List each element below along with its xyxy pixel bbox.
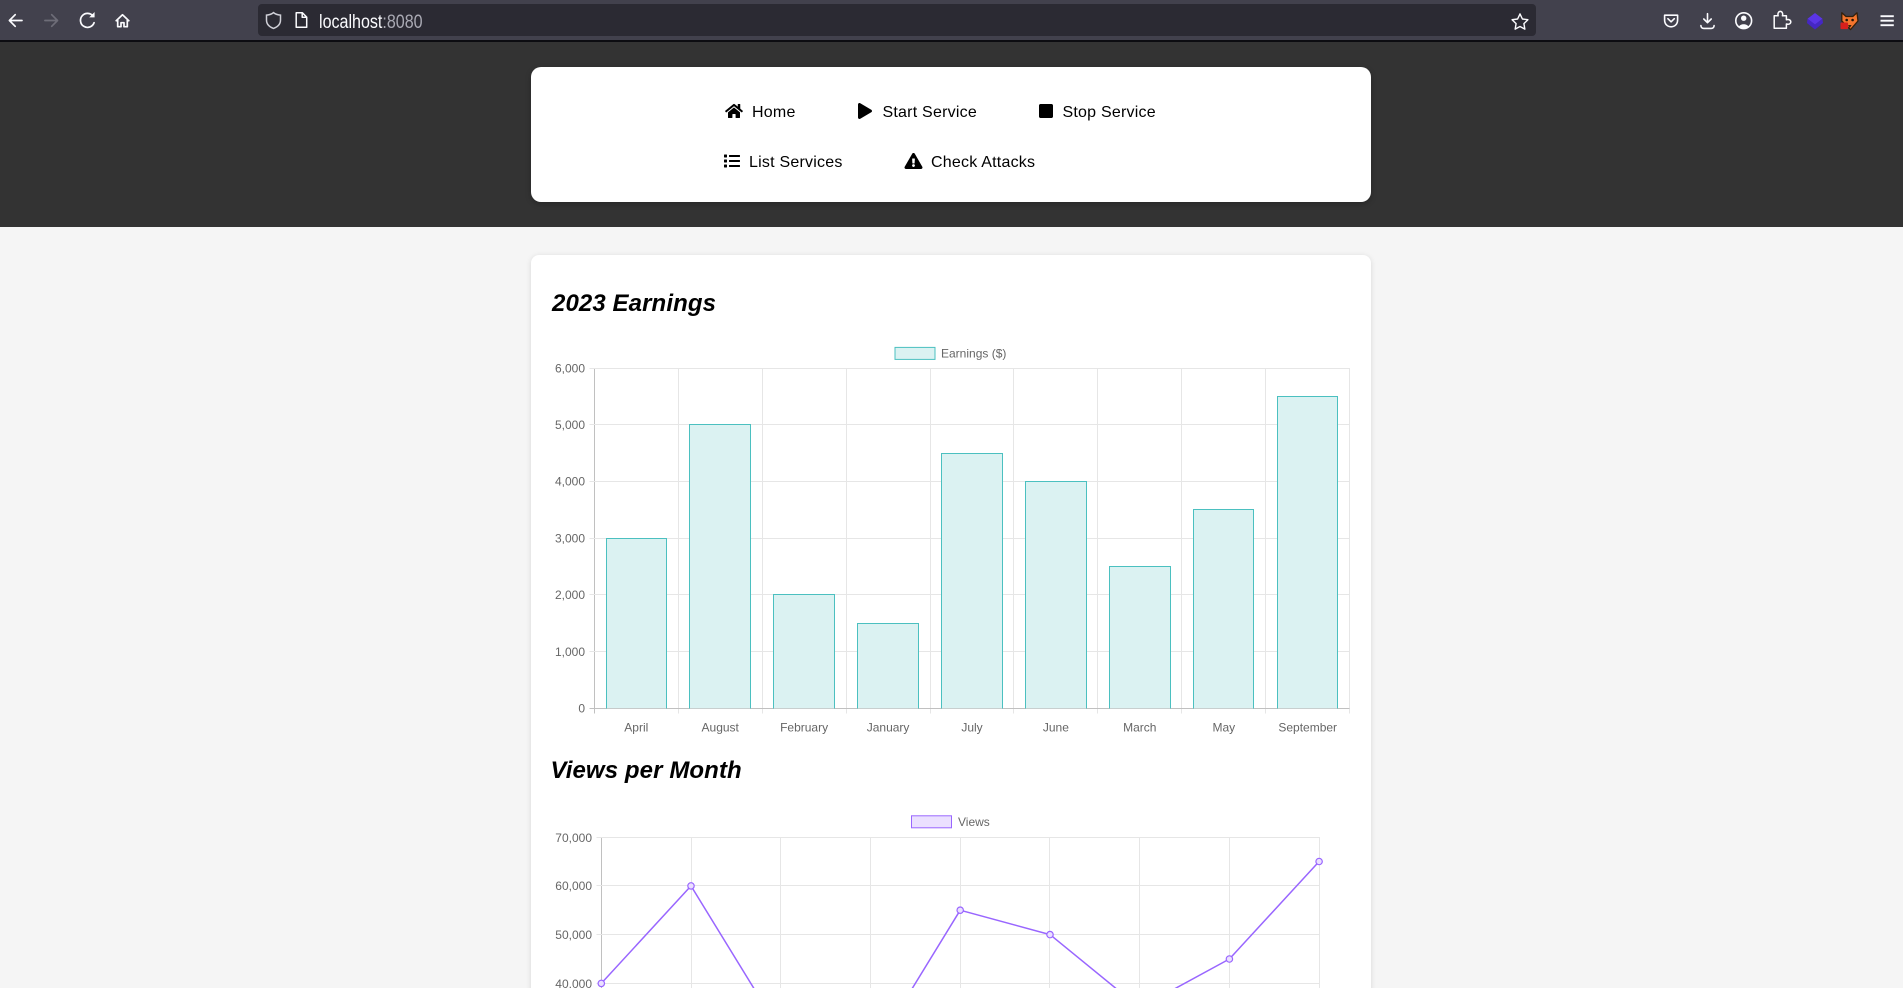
svg-text:September: September bbox=[1278, 720, 1337, 734]
svg-text:August: August bbox=[702, 720, 740, 734]
svg-text:July: July bbox=[961, 720, 982, 734]
svg-text:March: March bbox=[1123, 720, 1156, 734]
svg-text:Views: Views bbox=[958, 815, 990, 829]
svg-text:3,000: 3,000 bbox=[555, 531, 585, 545]
svg-text:April: April bbox=[624, 720, 648, 734]
svg-text:0: 0 bbox=[578, 702, 585, 716]
svg-text:February: February bbox=[780, 720, 828, 734]
svg-text:June: June bbox=[1043, 720, 1069, 734]
svg-text:2,000: 2,000 bbox=[555, 588, 585, 602]
svg-text:60,000: 60,000 bbox=[555, 879, 592, 893]
svg-text:6,000: 6,000 bbox=[555, 361, 585, 375]
svg-text:4,000: 4,000 bbox=[555, 475, 585, 489]
svg-text:70,000: 70,000 bbox=[555, 831, 592, 845]
svg-text:50,000: 50,000 bbox=[555, 928, 592, 942]
svg-text:January: January bbox=[867, 720, 910, 734]
svg-text:5,000: 5,000 bbox=[555, 418, 585, 432]
svg-text:40,000: 40,000 bbox=[555, 977, 592, 988]
svg-text:1,000: 1,000 bbox=[555, 645, 585, 659]
svg-text:Earnings ($): Earnings ($) bbox=[941, 347, 1006, 361]
svg-text:May: May bbox=[1212, 720, 1235, 734]
